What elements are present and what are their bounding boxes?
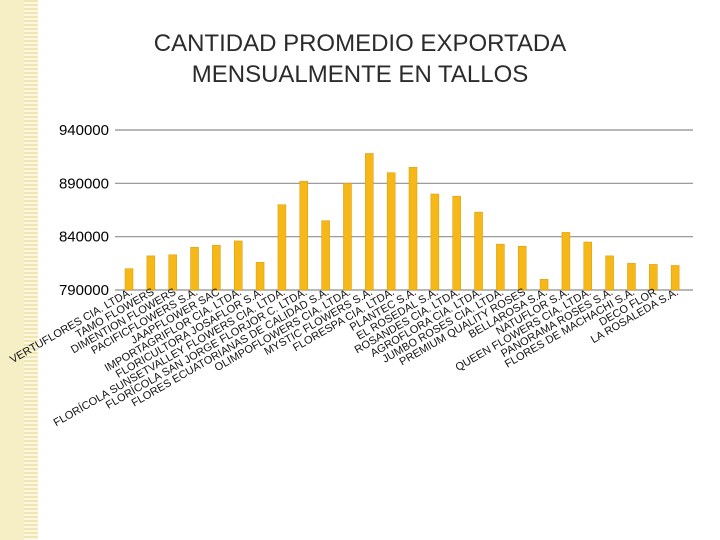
x-axis-category-labels: VERTUFLORES CIA. LTDA.TAMO FLOWERSDIMENT… [8, 285, 681, 429]
bar [365, 153, 374, 291]
bar [277, 204, 287, 291]
bar [517, 246, 527, 291]
bar [452, 195, 461, 291]
bar [212, 244, 221, 291]
side-decoration-bar [0, 0, 24, 540]
chart-title-line-1: CANTIDAD PROMEDIO EXPORTADA [153, 30, 567, 57]
bar [583, 241, 593, 291]
bar [168, 254, 177, 291]
bar [124, 268, 134, 291]
bar [539, 279, 549, 291]
bar [299, 180, 309, 291]
bar [190, 247, 199, 291]
bar [233, 240, 243, 291]
y-axis-tick-labels: 790000 840000 890000 940000 [59, 122, 109, 299]
bar [430, 193, 440, 291]
chart-title: CANTIDAD PROMEDIO EXPORTADA MENSUALMENTE… [60, 28, 660, 90]
bar [386, 172, 396, 291]
bar [146, 255, 156, 291]
gridlines [115, 129, 693, 291]
bar [474, 211, 483, 291]
bar [605, 255, 614, 291]
bar [561, 232, 571, 291]
bar [343, 183, 352, 291]
y-tick-label: 940000 [59, 122, 109, 139]
bars [124, 153, 680, 291]
y-tick-label: 840000 [59, 229, 109, 246]
chart-title-line-2: MENSUALMENTE EN TALLOS [191, 61, 529, 88]
bar [627, 263, 636, 291]
side-decoration-stripe [24, 0, 38, 540]
bar [321, 220, 330, 291]
y-tick-label: 790000 [59, 282, 109, 299]
bar [408, 167, 418, 291]
bar [255, 262, 265, 291]
bar [670, 265, 680, 291]
bar [649, 264, 658, 291]
y-tick-label: 890000 [59, 175, 109, 192]
bar [496, 243, 505, 291]
